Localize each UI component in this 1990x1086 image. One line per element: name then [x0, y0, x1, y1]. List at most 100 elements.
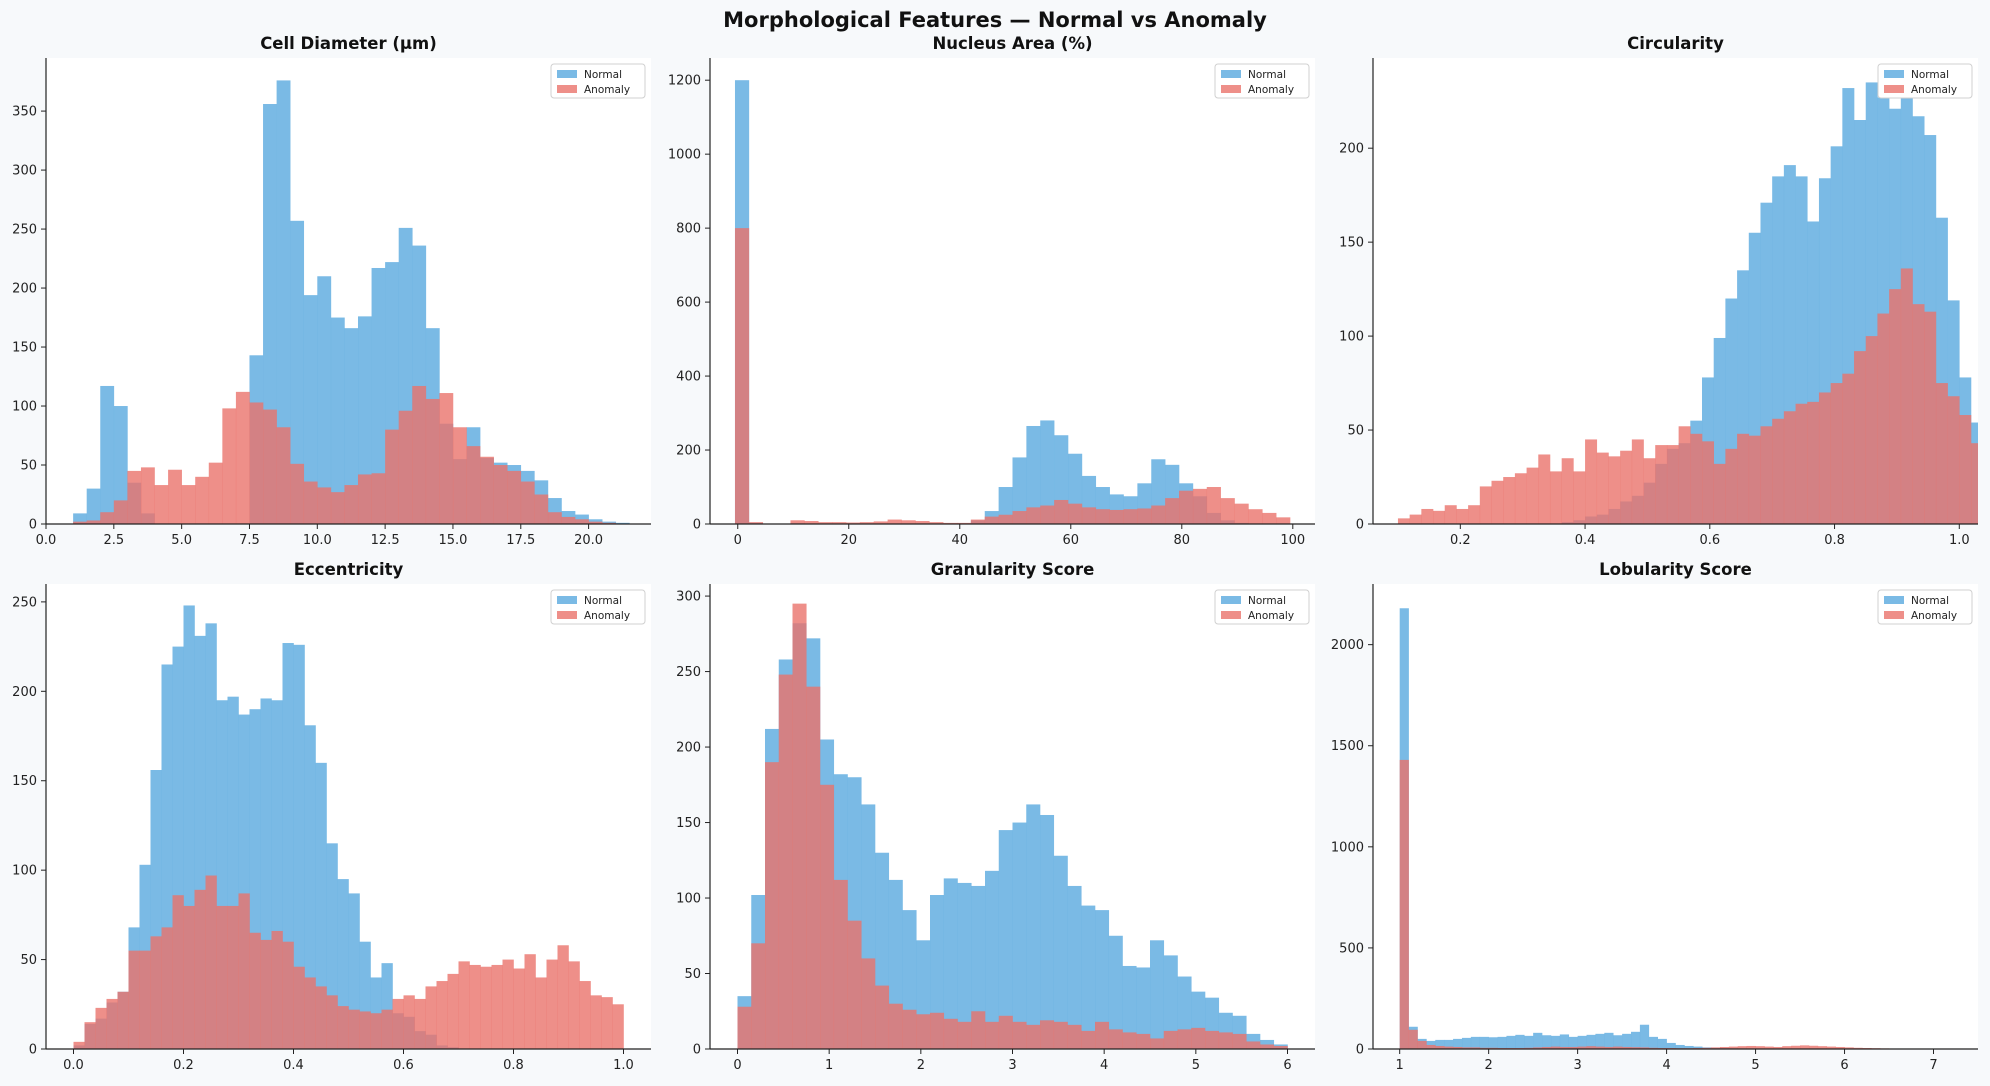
bar-anomaly	[1913, 304, 1925, 524]
bar-anomaly	[1178, 1029, 1192, 1049]
bar-anomaly	[1842, 374, 1854, 524]
bar-anomaly	[1054, 500, 1068, 524]
bar-anomaly	[184, 906, 195, 1049]
bar-anomaly	[228, 906, 239, 1049]
bar-anomaly	[1276, 517, 1290, 524]
bar-anomaly	[222, 408, 236, 524]
bar-anomaly	[613, 1004, 624, 1049]
bar-anomaly	[1262, 513, 1276, 524]
x-tick-label: 0.6	[1699, 533, 1720, 548]
bar-anomaly	[1620, 451, 1632, 524]
legend-swatch-normal	[1221, 70, 1241, 78]
bar-anomaly	[1679, 426, 1691, 524]
bar-anomaly	[1468, 505, 1480, 524]
y-tick-label: 250	[12, 595, 37, 610]
bar-anomaly	[1068, 504, 1082, 524]
y-tick-label: 2000	[1331, 638, 1364, 653]
bar-anomaly	[1040, 506, 1054, 524]
bar-anomaly	[1562, 458, 1574, 524]
bar-anomaly	[415, 999, 426, 1049]
bar-anomaly	[1151, 506, 1165, 524]
bar-anomaly	[1421, 509, 1433, 524]
bar-anomaly	[195, 890, 206, 1049]
bar-anomaly	[1480, 486, 1492, 524]
y-tick-label: 50	[1347, 424, 1364, 439]
y-tick-label: 100	[12, 400, 37, 415]
bar-anomaly	[793, 604, 807, 1049]
legend-label-anomaly: Anomaly	[1248, 84, 1294, 96]
bar-anomaly	[820, 785, 834, 1049]
bar-anomaly	[1026, 507, 1040, 524]
bar-anomaly	[1124, 509, 1138, 524]
y-tick-label: 200	[12, 685, 37, 700]
legend-swatch-normal	[557, 596, 577, 604]
bar-normal	[1542, 1035, 1551, 1049]
bar-anomaly	[96, 1008, 107, 1049]
x-tick-label: 5.0	[171, 533, 192, 548]
bar-anomaly	[404, 995, 415, 1049]
x-tick-label: 60	[1063, 533, 1080, 548]
bar-anomaly	[1538, 454, 1550, 524]
x-tick-label: 20.0	[574, 533, 603, 548]
bar-anomaly	[129, 951, 140, 1049]
y-tick-label: 150	[676, 816, 701, 831]
bar-anomaly	[1515, 473, 1527, 524]
y-tick-label: 50	[20, 459, 37, 474]
bar-anomaly	[290, 464, 304, 524]
bar-anomaly	[1095, 1022, 1109, 1049]
legend-label-normal: Normal	[584, 69, 622, 81]
bar-anomaly	[393, 999, 404, 1049]
y-tick-label: 100	[1339, 330, 1364, 345]
y-tick-label: 200	[1339, 142, 1364, 157]
x-tick-label: 0.0	[36, 533, 57, 548]
x-tick-label: 0	[733, 1058, 741, 1073]
bar-anomaly	[1737, 434, 1749, 524]
bar-anomaly	[806, 687, 820, 1049]
bar-anomaly	[580, 981, 591, 1049]
bar-anomaly	[1246, 1041, 1260, 1049]
bar-anomaly	[141, 467, 155, 524]
x-tick-label: 0.4	[1575, 533, 1596, 548]
x-tick-label: 40	[951, 533, 968, 548]
bar-anomaly	[1772, 419, 1784, 524]
legend-swatch-normal	[1221, 596, 1241, 604]
bar-anomaly	[140, 951, 151, 1049]
x-tick-label: 2.5	[103, 533, 124, 548]
bar-anomaly	[503, 960, 514, 1049]
bar-anomaly	[548, 512, 562, 524]
bar-anomaly	[1959, 415, 1971, 524]
bar-anomaly	[162, 927, 173, 1049]
bar-normal	[87, 489, 101, 524]
bar-anomaly	[1409, 1030, 1418, 1049]
y-tick-label: 200	[676, 444, 701, 459]
bar-anomaly	[1527, 468, 1539, 524]
bar-anomaly	[127, 471, 141, 524]
bar-anomaly	[1831, 383, 1843, 524]
legend-swatch-normal	[1884, 596, 1904, 604]
bar-anomaly	[1026, 1025, 1040, 1049]
bar-anomaly	[561, 517, 575, 524]
bar-normal	[1054, 856, 1068, 1049]
bar-anomaly	[1702, 441, 1714, 524]
legend-label-normal: Normal	[584, 595, 622, 607]
bar-anomaly	[173, 895, 184, 1049]
bar-anomaly	[1445, 505, 1457, 524]
bar-anomaly	[294, 967, 305, 1049]
x-tick-label: 15.0	[438, 533, 467, 548]
bar-anomaly	[426, 399, 440, 524]
bar-anomaly	[999, 515, 1013, 524]
bar-anomaly	[1597, 453, 1609, 524]
subplot-title: Nucleus Area (%)	[932, 34, 1092, 53]
y-tick-label: 1000	[1331, 840, 1364, 855]
bar-anomaly	[848, 921, 862, 1049]
bar-anomaly	[1179, 491, 1193, 524]
bar-anomaly	[114, 500, 128, 524]
bar-anomaly	[1760, 426, 1772, 524]
subplot-title: Eccentricity	[294, 560, 404, 579]
bar-anomaly	[525, 954, 536, 1049]
bar-anomaly	[239, 893, 250, 1049]
